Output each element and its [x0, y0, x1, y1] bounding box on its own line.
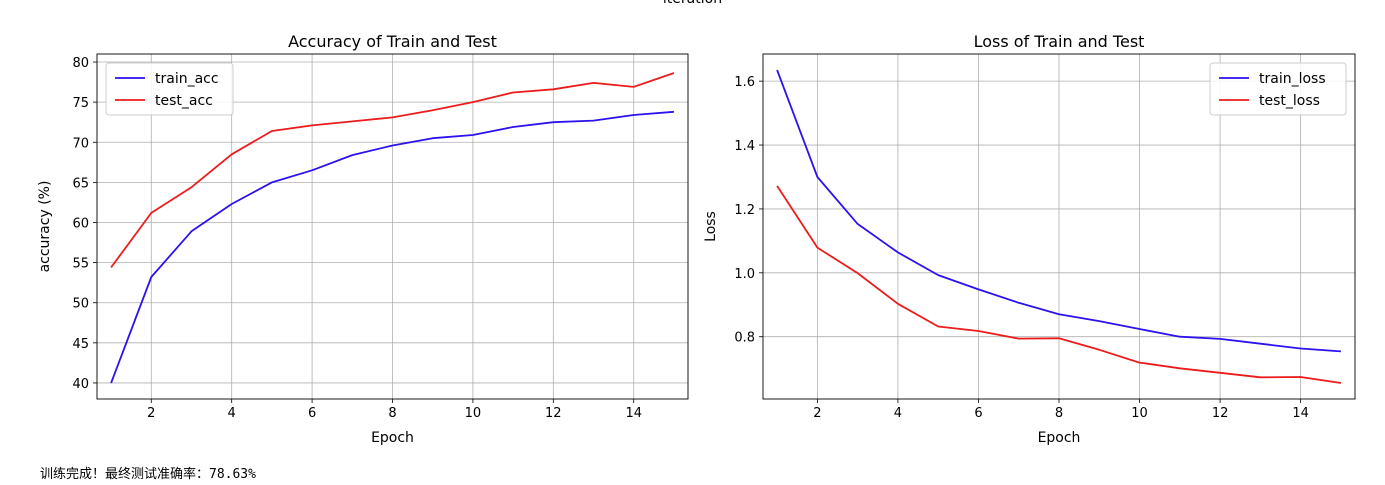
axes-frame [96, 53, 689, 400]
y-tick-label: 50 [72, 297, 89, 312]
y-axis-label: accuracy (%) [37, 181, 53, 273]
y-tick-label: 70 [72, 136, 89, 151]
legend: train_acc test_acc [105, 62, 234, 116]
y-tick-label: 55 [72, 257, 89, 272]
chart-title: Loss of Train and Test [974, 32, 1145, 51]
legend-label-test_loss: test_loss [1259, 93, 1320, 109]
x-tick-label: 14 [625, 406, 642, 421]
legend-label-train_acc: train_acc [155, 71, 219, 87]
x-tick-label: 12 [545, 406, 562, 421]
y-tick-label: 45 [72, 337, 89, 352]
y-tick-label: 60 [72, 216, 89, 231]
legend: train_loss test_loss [1209, 62, 1347, 116]
x-tick-label: 14 [1292, 406, 1309, 421]
x-axis-label: Epoch [371, 430, 414, 446]
x-tick-label: 4 [228, 406, 236, 421]
x-tick-label: 6 [974, 406, 982, 421]
y-tick-label: 80 [72, 56, 89, 71]
accuracy-chart: 2 4 6 8 10 12 14 40 45 50 55 60 65 70 75 80 Accuracy of … [37, 32, 689, 446]
x-tick-label: 12 [1212, 406, 1229, 421]
legend-label-test_acc: test_acc [155, 93, 213, 109]
series-line-test_loss [776, 185, 1342, 384]
series-line-train_acc [110, 110, 674, 384]
series-line-test_acc [110, 72, 675, 268]
y-tick-label: 75 [72, 96, 89, 111]
y-tick-label: 40 [72, 377, 89, 392]
x-tick-label: 2 [813, 406, 821, 421]
x-axis-label: Epoch [1038, 430, 1081, 446]
legend-box [1209, 62, 1347, 116]
legend-label-train_loss: train_loss [1259, 71, 1326, 87]
y-tick-label: 1.4 [734, 139, 755, 154]
x-tick-label: 8 [1055, 406, 1063, 421]
x-tick-label: 10 [1131, 406, 1148, 421]
axes-frame [762, 53, 1356, 400]
y-tick-label: 1.0 [734, 267, 755, 282]
loss-chart: 2 4 6 8 10 12 14 0.8 1.0 1.2 1.4 1.6 Loss of Train a… [703, 32, 1356, 446]
series-line-train_loss [776, 69, 1341, 353]
x-tick-label: 8 [388, 406, 396, 421]
x-tick-label: 4 [894, 406, 902, 421]
y-tick-label: 1.6 [734, 75, 755, 90]
y-tick-label: 0.8 [734, 331, 755, 346]
y-tick-label: 65 [72, 176, 89, 191]
figure-suptitle: iteration [0, 0, 1385, 7]
legend-box [105, 62, 234, 116]
x-tick-label: 10 [465, 406, 482, 421]
y-tick-label: 1.2 [734, 203, 755, 218]
x-tick-label: 6 [308, 406, 316, 421]
training-status-text: 训练完成！最终测试准确率：78.63% [40, 467, 256, 482]
y-axis-label: Loss [703, 211, 719, 242]
x-tick-label: 2 [147, 406, 155, 421]
figure: 2 4 6 8 10 12 14 40 45 50 55 60 65 70 75 80 Accuracy of … [37, 32, 1356, 446]
chart-title: Accuracy of Train and Test [288, 32, 497, 51]
